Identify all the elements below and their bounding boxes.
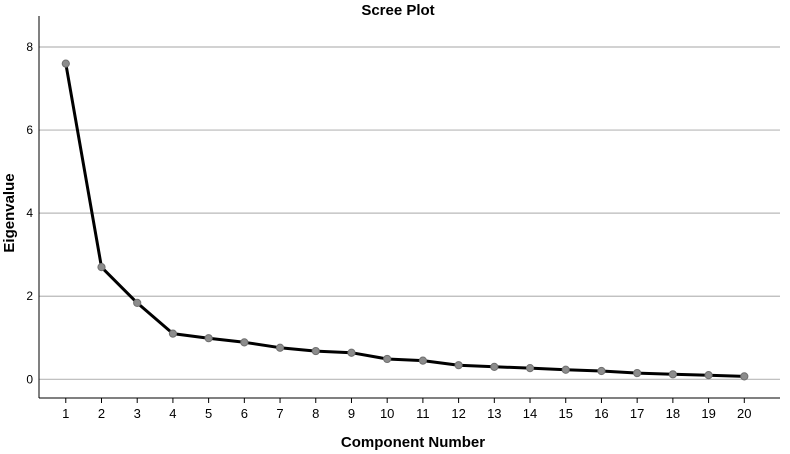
y-tick-label-8: 8	[26, 40, 33, 54]
data-point-1	[61, 59, 70, 68]
data-point-16	[597, 366, 606, 376]
x-tick-label-3: 3	[134, 406, 141, 421]
data-point-12	[454, 361, 463, 370]
data-point-10	[383, 354, 392, 364]
y-tick-label-0: 0	[26, 372, 33, 386]
x-tick-label-13: 13	[487, 406, 501, 421]
x-tick-label-4: 4	[169, 406, 176, 421]
y-axis-label: Eigenvalue	[1, 173, 18, 252]
gridlines	[39, 46, 780, 380]
x-tick-label-6: 6	[241, 406, 248, 421]
data-point-8	[311, 346, 320, 356]
x-tick-label-5: 5	[205, 406, 212, 421]
x-tick-label-18: 18	[666, 406, 680, 421]
data-point-19	[704, 371, 713, 380]
data-point-17	[633, 368, 642, 378]
eigenvalue-line	[64, 63, 745, 378]
x-tick-label-1: 1	[62, 406, 69, 421]
x-tick-label-11: 11	[416, 406, 430, 421]
data-point-15	[561, 365, 570, 374]
x-axis-label: Component Number	[341, 434, 485, 451]
x-tick-label-14: 14	[523, 406, 537, 421]
x-tick-label-12: 12	[451, 406, 465, 421]
data-point-9	[347, 348, 356, 357]
x-tick-label-16: 16	[594, 406, 608, 421]
x-tick-label-19: 19	[701, 406, 715, 421]
data-point-7	[275, 343, 285, 352]
y-tick-label-6: 6	[26, 123, 33, 137]
x-tick-label-8: 8	[312, 406, 319, 421]
x-tick-label-20: 20	[737, 406, 751, 421]
x-tick-label-9: 9	[348, 406, 355, 421]
x-tick-label-17: 17	[630, 406, 644, 421]
x-tick-label-7: 7	[276, 406, 283, 421]
data-point-2	[97, 263, 106, 272]
x-tick-label-10: 10	[380, 406, 394, 421]
data-point-18	[668, 370, 677, 379]
x-tick-label-15: 15	[559, 406, 573, 421]
x-tick-label-2: 2	[98, 406, 105, 421]
data-point-5	[204, 334, 213, 343]
data-point-11	[418, 356, 427, 365]
y-tick-label-2: 2	[26, 289, 33, 303]
data-point-13	[490, 362, 499, 371]
data-point-20	[740, 372, 749, 381]
data-point-6	[240, 338, 249, 347]
data-point-3	[133, 298, 142, 307]
axes	[38, 16, 780, 403]
data-point-4	[168, 329, 178, 338]
y-tick-label-4: 4	[26, 206, 33, 220]
data-point-14	[525, 363, 535, 373]
series	[61, 59, 749, 381]
chart-title: Scree Plot	[361, 2, 434, 19]
